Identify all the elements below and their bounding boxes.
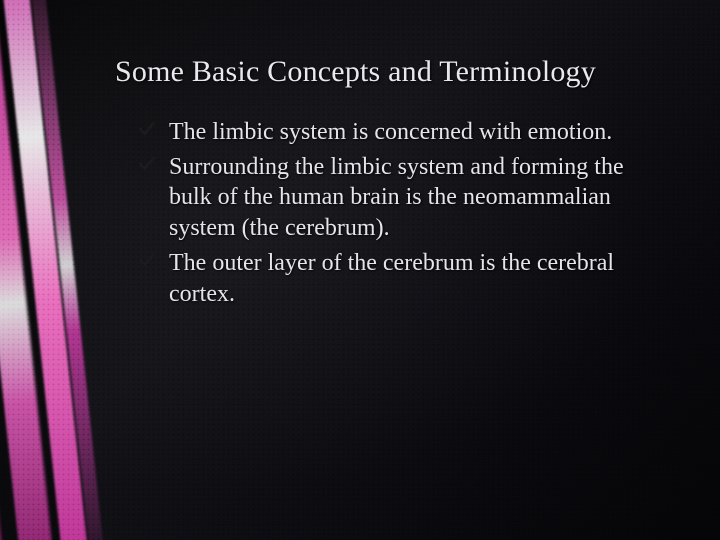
checkmark-icon bbox=[137, 154, 157, 174]
list-item: The outer layer of the cerebrum is the c… bbox=[137, 248, 670, 309]
bullet-text: Surrounding the limbic system and formin… bbox=[169, 154, 624, 241]
slide-title: Some Basic Concepts and Terminology bbox=[115, 55, 670, 89]
bullet-text: The limbic system is concerned with emot… bbox=[169, 119, 612, 145]
checkmark-icon bbox=[137, 250, 157, 270]
content-area: Some Basic Concepts and Terminology The … bbox=[115, 55, 670, 313]
list-item: Surrounding the limbic system and formin… bbox=[137, 152, 670, 244]
bullet-list: The limbic system is concerned with emot… bbox=[115, 117, 670, 309]
checkmark-icon bbox=[137, 119, 157, 139]
list-item: The limbic system is concerned with emot… bbox=[137, 117, 670, 148]
bullet-text: The outer layer of the cerebrum is the c… bbox=[169, 250, 614, 307]
slide: Some Basic Concepts and Terminology The … bbox=[0, 0, 720, 540]
